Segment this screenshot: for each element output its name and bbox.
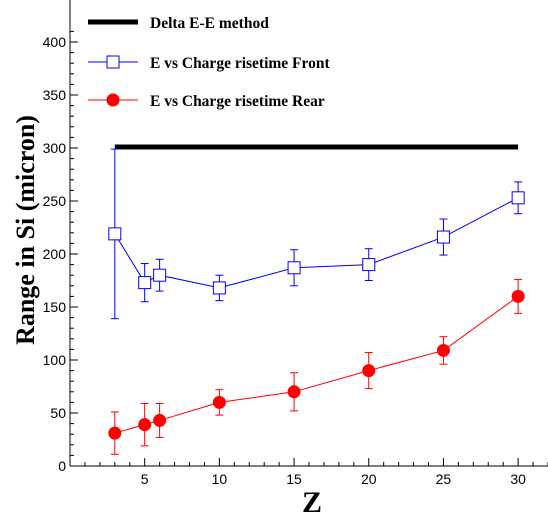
x-tick-label: 5 — [141, 471, 149, 487]
data-point — [436, 230, 450, 244]
data-point — [436, 343, 450, 357]
x-tick-label: 15 — [286, 471, 302, 487]
legend-swatch-marker — [106, 93, 120, 107]
series-line — [114, 295, 519, 434]
x-tick-label: 10 — [212, 471, 228, 487]
y-tick-label: 400 — [43, 34, 67, 50]
y-tick-label: 250 — [43, 193, 67, 209]
series-2 — [108, 278, 525, 455]
legend-swatch-marker — [106, 55, 120, 69]
y-tick-label: 150 — [43, 299, 67, 315]
x-axis-title: Z — [302, 486, 322, 519]
series-1 — [108, 148, 525, 320]
data-point — [108, 426, 122, 440]
data-point — [212, 281, 226, 295]
data-point — [511, 191, 525, 205]
legend-item-0: Delta E-E method — [88, 15, 269, 32]
data-point — [362, 258, 376, 272]
data-point — [153, 268, 167, 282]
y-tick-label: 100 — [43, 352, 67, 368]
series-layer — [108, 144, 525, 455]
legend-label: Delta E-E method — [150, 15, 269, 32]
legend-item-1: E vs Charge risetime Front — [88, 55, 330, 72]
legend-item-2: E vs Charge risetime Rear — [88, 93, 325, 110]
data-point — [212, 395, 226, 409]
x-tick-label: 25 — [436, 471, 452, 487]
legend-label: E vs Charge risetime Rear — [150, 93, 325, 110]
legend: Delta E-E method E vs Charge risetime Fro… — [88, 15, 330, 110]
y-tick-label: 200 — [43, 246, 67, 262]
data-point — [108, 227, 122, 241]
x-tick-label: 20 — [361, 471, 377, 487]
axes-layer: 0 50 100 150 200 250 300 350 400 5 10 15 20 25 30 — [43, 0, 548, 487]
y-tick-label: 0 — [58, 458, 66, 474]
y-axis-title: Range in Si (micron) — [11, 115, 40, 345]
data-point — [138, 418, 152, 432]
data-point — [287, 385, 301, 399]
legend-label: E vs Charge risetime Front — [150, 55, 330, 72]
x-tick-label: 30 — [510, 471, 526, 487]
series-line — [114, 197, 519, 289]
data-point — [287, 261, 301, 275]
series-0 — [114, 144, 519, 150]
data-point — [138, 276, 152, 290]
y-tick-label: 350 — [43, 87, 67, 103]
data-point — [153, 413, 167, 427]
data-point — [362, 364, 376, 378]
data-point — [511, 289, 525, 303]
y-tick-label: 50 — [50, 405, 66, 421]
y-tick-label: 300 — [43, 140, 67, 156]
